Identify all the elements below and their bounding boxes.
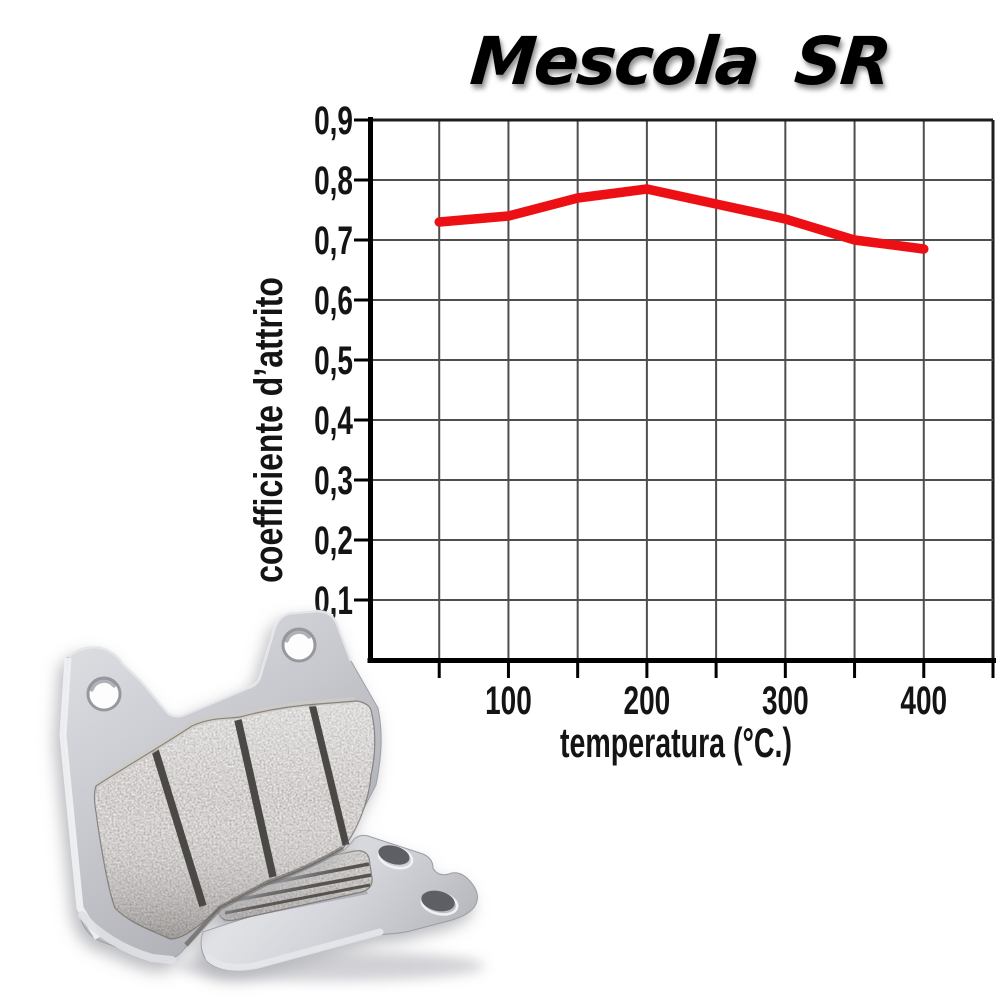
x-tick-label: 300 bbox=[762, 679, 809, 723]
lower-friction-groove bbox=[219, 873, 372, 905]
right-ear-hole-shadow bbox=[284, 629, 311, 643]
upper-tab-hole bbox=[378, 845, 410, 865]
y-tick-label: 0,3 bbox=[314, 459, 353, 503]
lower-friction-groove bbox=[224, 883, 371, 915]
upper-friction-material bbox=[93, 697, 376, 947]
upper-friction-groove bbox=[308, 703, 350, 846]
y-axis-title: coefficiente d’attrito bbox=[246, 277, 291, 583]
friction-coefficient-line bbox=[434, 184, 929, 254]
y-tick-label: 0,5 bbox=[314, 339, 353, 383]
plate-bottom-edge-highlight bbox=[78, 911, 176, 964]
x-axis-title: temperatura (°C.) bbox=[560, 718, 792, 766]
brake-pads-illustration bbox=[59, 609, 485, 981]
upper-friction-groove bbox=[151, 748, 207, 908]
x-tick-label: 200 bbox=[624, 679, 671, 723]
y-tick-label: 0,8 bbox=[314, 159, 353, 203]
y-tick-label: 0,4 bbox=[314, 399, 354, 443]
plate-top-edge-highlight bbox=[67, 609, 353, 718]
y-tick-label: 0,7 bbox=[314, 219, 353, 263]
y-tick-label: 0,6 bbox=[314, 279, 353, 323]
x-tick-label: 400 bbox=[900, 679, 947, 723]
lower-plate-bottom-edge-highlight bbox=[205, 928, 384, 971]
left-ear-hole-shadow bbox=[89, 678, 116, 692]
right-ear-hole bbox=[284, 630, 314, 660]
y-tick-label: 0,9 bbox=[314, 99, 353, 143]
y-tick-label: 0,2 bbox=[314, 519, 353, 563]
upper-friction-groove bbox=[234, 719, 277, 878]
x-tick-label: 100 bbox=[485, 679, 532, 723]
right-tab-hole bbox=[421, 890, 455, 912]
left-ear-hole bbox=[89, 679, 119, 709]
left-ear-hole-rim bbox=[86, 676, 122, 712]
right-ear-hole-rim bbox=[281, 627, 317, 663]
upper-brake-pad bbox=[59, 609, 382, 964]
